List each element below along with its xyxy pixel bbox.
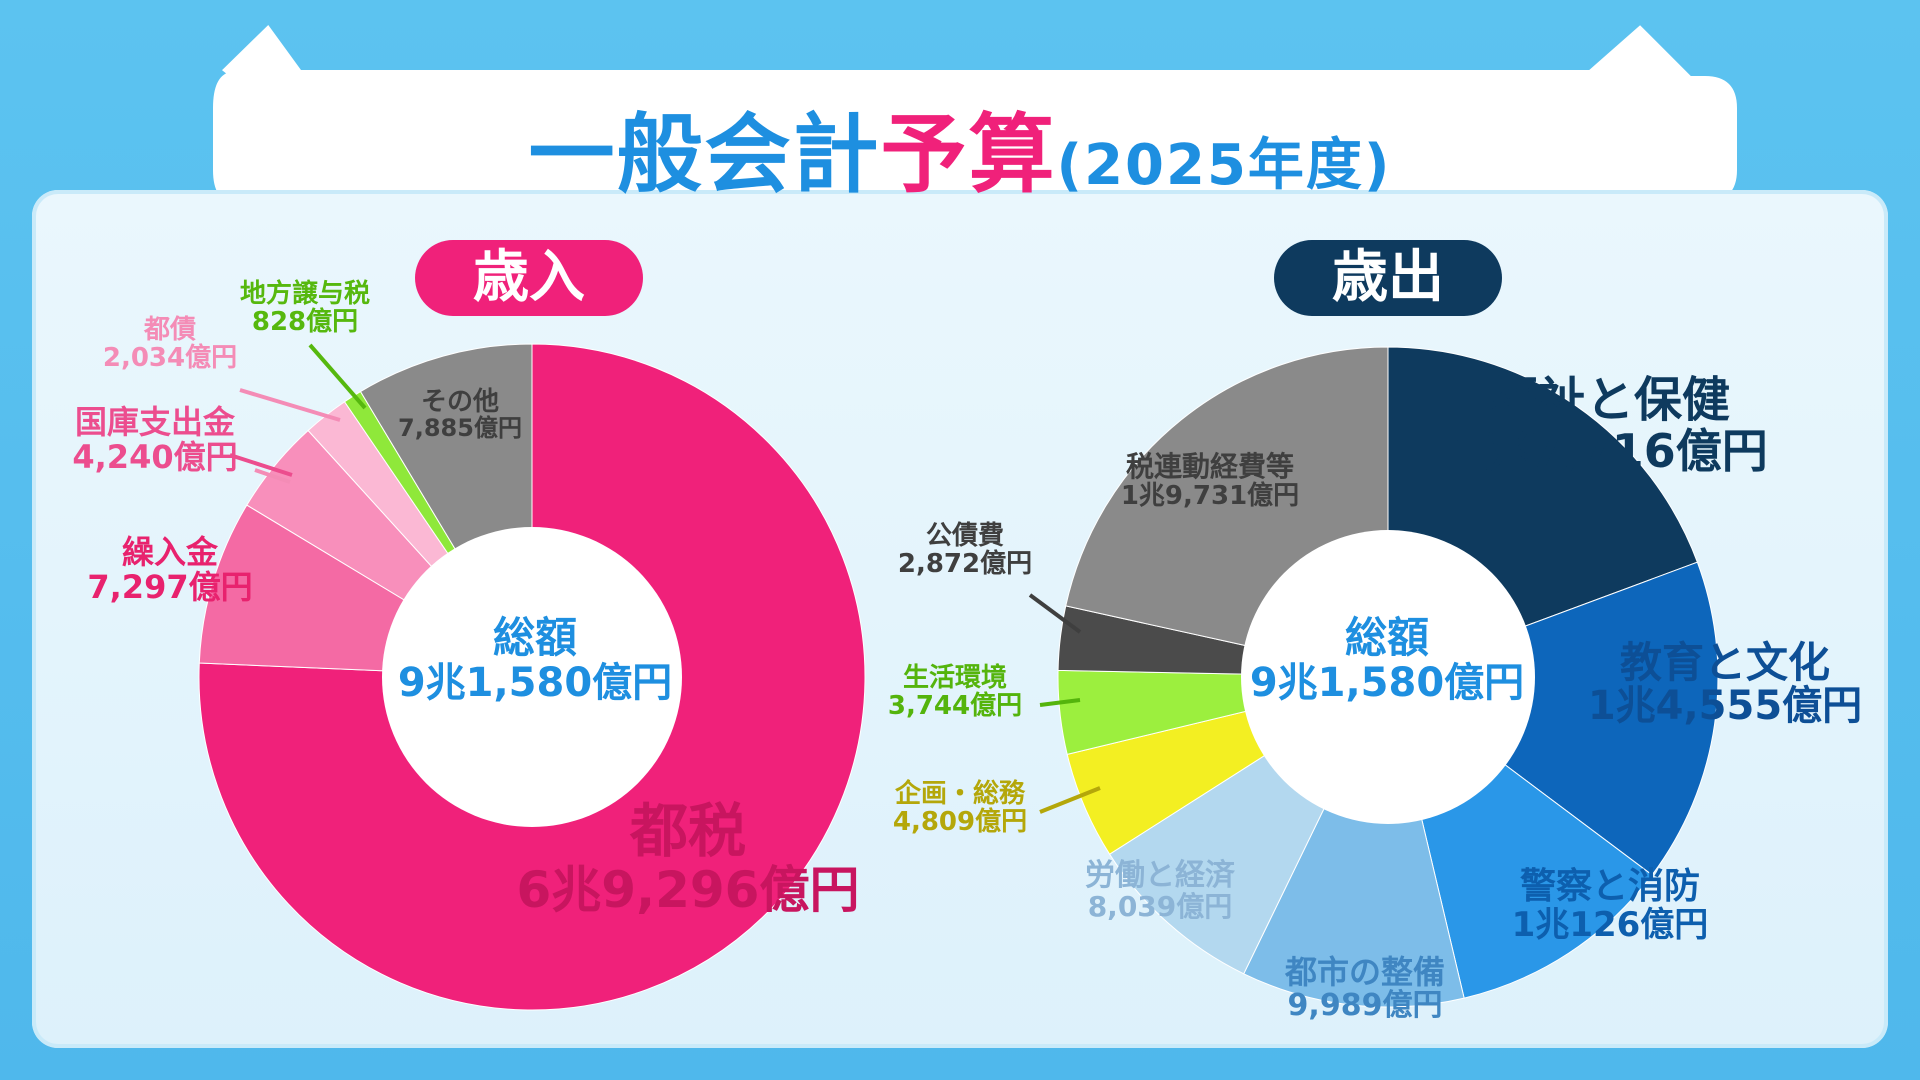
label-tosai: 都債 2,034億円 bbox=[90, 316, 250, 372]
label-zeiren: 税連動経費等 1兆9,731億円 bbox=[1090, 450, 1330, 512]
leader-joyo bbox=[308, 343, 367, 410]
expenditure-donut-hole bbox=[1241, 530, 1535, 824]
page-title: 一般会計予算(2025年度) bbox=[0, 84, 1920, 209]
label-toshi-value: 9,989億円 bbox=[1287, 987, 1443, 1023]
label-toze-name: 都税 bbox=[629, 797, 746, 865]
label-seikatsu-value: 3,744億円 bbox=[887, 691, 1023, 722]
label-kikaku-name: 企画・総務 bbox=[894, 779, 1025, 809]
label-kyoiku: 教育と文化 1兆4,555億円 bbox=[1560, 640, 1890, 729]
label-kyoiku-value: 1兆4,555億円 bbox=[1587, 683, 1863, 730]
revenue-header: 歳入 bbox=[415, 240, 643, 316]
label-kosai-value: 2,872億円 bbox=[897, 549, 1033, 580]
leader-seikatsu bbox=[1039, 698, 1081, 707]
expenditure-slice-3 bbox=[1243, 675, 1465, 1008]
label-joyo: 地方譲与税 828億円 bbox=[215, 280, 395, 336]
label-fukushi-name: 福祉と保健 bbox=[1489, 372, 1730, 428]
label-keisatsu: 警察と消防 1兆126億円 bbox=[1465, 866, 1755, 945]
label-seikatsu-name: 生活環境 bbox=[902, 663, 1007, 693]
label-joyo-name: 地方譲与税 bbox=[239, 279, 370, 309]
leader-kosai bbox=[1028, 593, 1082, 634]
label-toze: 都税 6兆9,296億円 bbox=[478, 800, 898, 917]
label-tosai-name: 都債 bbox=[143, 315, 196, 345]
leader-kokko bbox=[254, 468, 291, 484]
label-toshi: 都市の整備 9,989億円 bbox=[1245, 955, 1485, 1022]
label-kikaku-value: 4,809億円 bbox=[892, 807, 1028, 838]
label-fukushi-value: 1兆7,716億円 bbox=[1452, 423, 1768, 478]
label-tosai-value: 2,034億円 bbox=[102, 343, 238, 374]
label-keisatsu-name: 警察と消防 bbox=[1519, 866, 1700, 907]
label-rodo-name: 労働と経済 bbox=[1085, 858, 1235, 893]
label-kokko-name: 国庫支出金 bbox=[74, 403, 235, 441]
label-kikaku: 企画・総務 4,809億円 bbox=[860, 780, 1060, 836]
revenue-slice-0 bbox=[198, 343, 866, 1011]
label-toshi-name: 都市の整備 bbox=[1284, 953, 1445, 991]
revenue-center-value: 9兆1,580億円 bbox=[397, 660, 673, 707]
label-rev-other-value: 7,885億円 bbox=[398, 414, 522, 443]
title-year: (2025年度) bbox=[1056, 133, 1392, 198]
revenue-center: 総額 9兆1,580億円 bbox=[385, 613, 685, 707]
label-keisatsu-value: 1兆126億円 bbox=[1511, 904, 1709, 945]
label-seikatsu: 生活環境 3,744億円 bbox=[870, 664, 1040, 720]
label-rev-other: その他 7,885億円 bbox=[380, 388, 540, 442]
revenue-center-label: 総額 bbox=[492, 613, 577, 662]
title-part1: 一般会計 bbox=[528, 105, 881, 205]
label-zeiren-name: 税連動経費等 bbox=[1125, 450, 1294, 483]
label-kokko-value: 4,240億円 bbox=[72, 437, 238, 476]
expenditure-slice-1 bbox=[1386, 561, 1719, 876]
label-kurire: 繰入金 7,297億円 bbox=[70, 535, 270, 604]
label-fukushi: 福祉と保健 1兆7,716億円 bbox=[1420, 372, 1800, 478]
label-kurire-name: 繰入金 bbox=[121, 533, 218, 571]
label-rodo: 労働と経済 8,039億円 bbox=[1050, 858, 1270, 924]
leader-tosai bbox=[239, 388, 341, 422]
title-part2: 予算 bbox=[880, 105, 1057, 205]
expenditure-center-label: 総額 bbox=[1344, 613, 1429, 662]
label-kosai-name: 公債費 bbox=[925, 521, 1004, 551]
leader-kokko2 bbox=[229, 453, 293, 477]
label-zeiren-value: 1兆9,731億円 bbox=[1120, 481, 1300, 512]
expenditure-center-value: 9兆1,580億円 bbox=[1249, 660, 1525, 707]
label-kyoiku-name: 教育と文化 bbox=[1619, 638, 1830, 687]
label-kosai: 公債費 2,872億円 bbox=[880, 522, 1050, 578]
expenditure-center: 総額 9兆1,580億円 bbox=[1237, 613, 1537, 707]
label-toze-value: 6兆9,296億円 bbox=[516, 860, 860, 919]
label-joyo-value: 828億円 bbox=[251, 307, 359, 338]
revenue-donut-hole bbox=[382, 527, 682, 827]
leader-kikaku bbox=[1039, 786, 1101, 814]
expenditure-header: 歳出 bbox=[1274, 240, 1502, 316]
label-rev-other-name: その他 bbox=[420, 387, 499, 417]
label-rodo-value: 8,039億円 bbox=[1087, 890, 1233, 924]
label-kurire-value: 7,297億円 bbox=[87, 567, 253, 606]
label-kokko: 国庫支出金 4,240億円 bbox=[30, 405, 280, 474]
